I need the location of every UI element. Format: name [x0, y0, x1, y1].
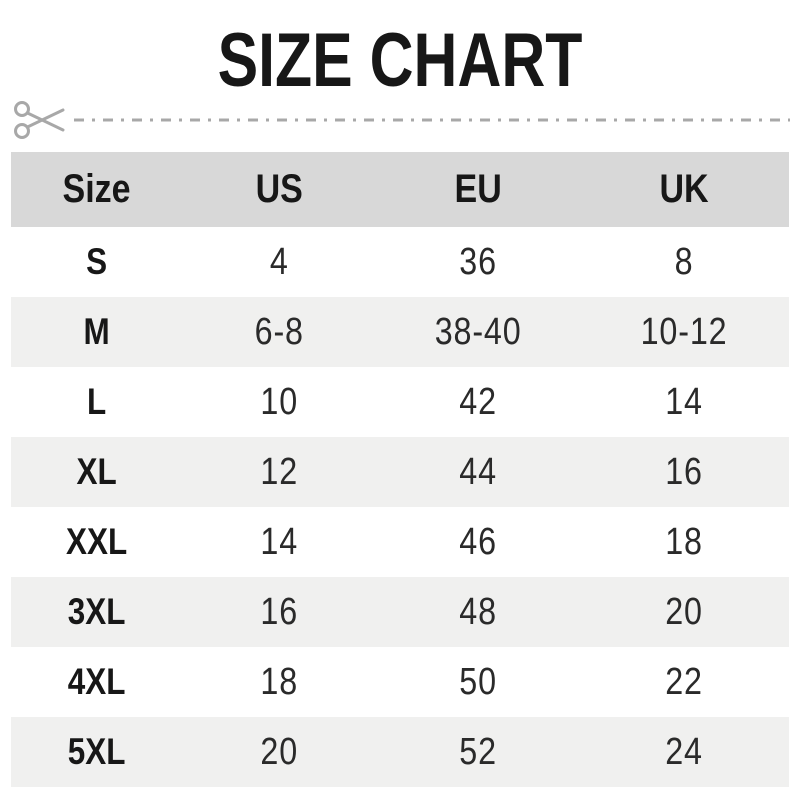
table-row-m: M 6-8 38-40 10-12	[11, 297, 789, 367]
scissors-icon	[14, 101, 65, 139]
page-title: SIZE CHART	[217, 17, 583, 103]
size-cell: S	[86, 241, 108, 282]
uk-value-cell: 10-12	[640, 310, 728, 353]
table-row-s: S 4 36 8	[11, 227, 789, 297]
eu-value-cell: 44	[458, 450, 497, 493]
eu-value-cell: 46	[458, 520, 497, 563]
eu-value-cell: 48	[458, 590, 497, 633]
size-cell: M	[83, 311, 110, 352]
column-header-uk: UK	[659, 167, 709, 211]
uk-value-cell: 8	[674, 240, 694, 283]
size-chart-table: Size US EU UK S 4 36 8 M 6-8 38-40 10-12…	[11, 152, 789, 787]
us-value-cell: 6-8	[254, 310, 305, 353]
us-value-cell: 10	[260, 380, 299, 423]
us-value-cell: 16	[260, 590, 299, 633]
table-row-xl: XL 12 44 16	[11, 437, 789, 507]
uk-value-cell: 22	[665, 660, 703, 703]
cut-line-graphic	[14, 101, 790, 139]
column-header-us: US	[255, 167, 304, 211]
eu-value-cell: 42	[458, 380, 497, 423]
eu-value-cell: 52	[458, 730, 497, 773]
table-row-l: L 10 42 14	[11, 367, 789, 437]
size-cell: 5XL	[67, 731, 126, 772]
table-row-5xl: 5XL 20 52 24	[11, 717, 789, 787]
table-row-3xl: 3XL 16 48 20	[11, 577, 789, 647]
uk-value-cell: 16	[665, 450, 703, 493]
us-value-cell: 14	[260, 520, 299, 563]
uk-value-cell: 18	[665, 520, 703, 563]
eu-value-cell: 36	[458, 240, 497, 283]
us-value-cell: 18	[260, 660, 299, 703]
size-cell: XL	[76, 451, 117, 492]
uk-value-cell: 14	[665, 380, 703, 423]
column-header-eu: EU	[454, 167, 502, 211]
us-value-cell: 12	[260, 450, 299, 493]
size-cell: 4XL	[67, 661, 126, 702]
us-value-cell: 4	[269, 240, 289, 283]
size-cell: XXL	[65, 521, 128, 562]
uk-value-cell: 24	[665, 730, 703, 773]
eu-value-cell: 38-40	[434, 310, 522, 353]
table-row-4xl: 4XL 18 50 22	[11, 647, 789, 717]
eu-value-cell: 50	[458, 660, 497, 703]
table-row-xxl: XXL 14 46 18	[11, 507, 789, 577]
column-header-size: Size	[62, 167, 131, 211]
size-cell: 3XL	[67, 591, 126, 632]
uk-value-cell: 20	[665, 590, 703, 633]
cut-line	[12, 96, 790, 144]
us-value-cell: 20	[260, 730, 299, 773]
size-cell: L	[86, 381, 107, 422]
table-header-row: Size US EU UK	[11, 152, 789, 227]
